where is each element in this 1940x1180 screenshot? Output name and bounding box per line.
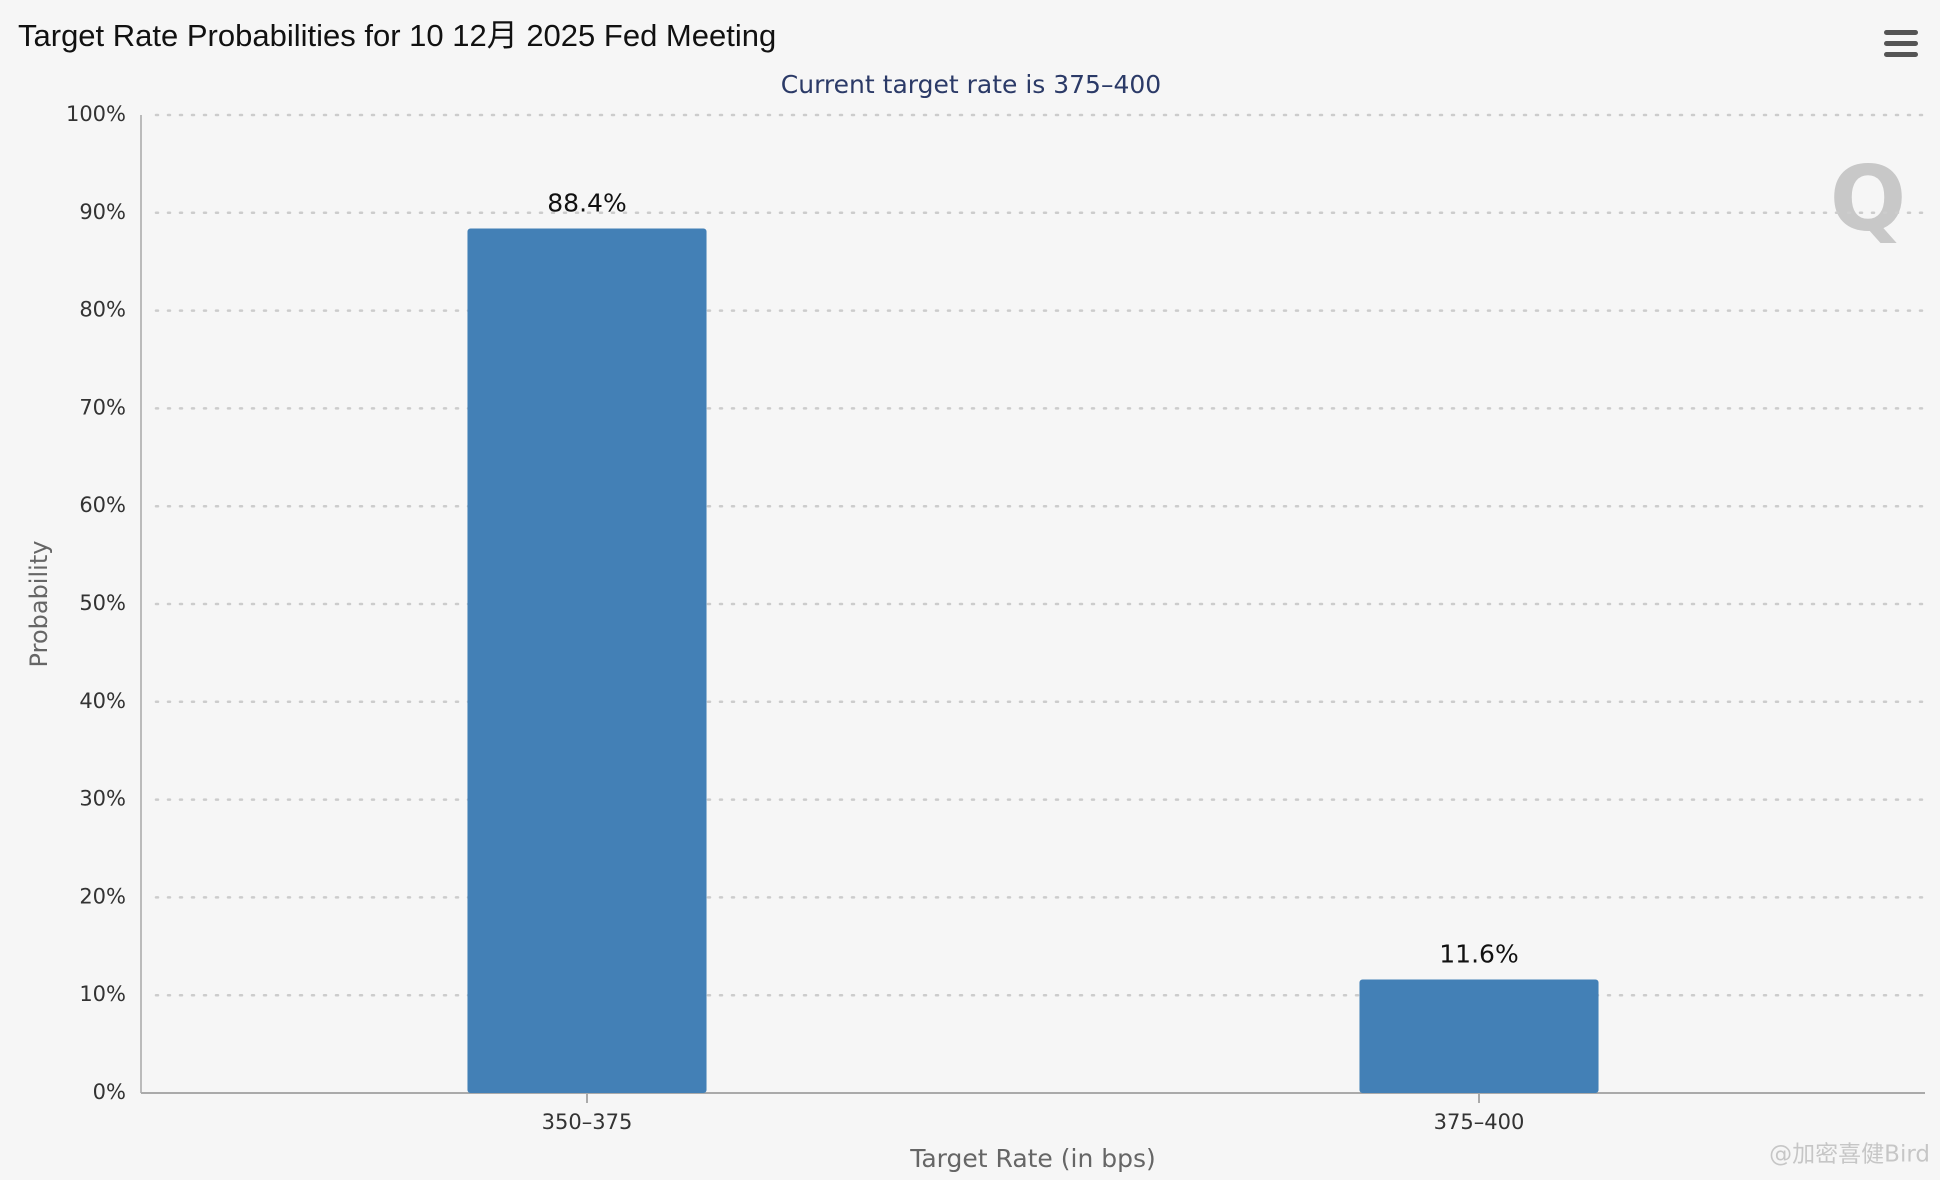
chart-title: Target Rate Probabilities for 10 12月 202… [18, 18, 776, 53]
x-tick-label: 375–400 [1434, 1110, 1525, 1134]
x-axis-label: Target Rate (in bps) [909, 1144, 1156, 1173]
watermark: @加密喜健Bird [1769, 1142, 1930, 1168]
y-tick-label: 70% [79, 395, 126, 419]
menu-line [1884, 41, 1918, 46]
y-tick-label: 40% [79, 689, 126, 713]
y-tick-label: 80% [79, 298, 126, 322]
data-label: 88.4% [547, 188, 626, 217]
y-tick-label: 10% [79, 982, 126, 1006]
y-tick-label: 90% [79, 200, 126, 224]
y-axis-label: Probability [25, 541, 53, 668]
y-tick-label: 30% [79, 787, 126, 811]
menu-line [1884, 30, 1918, 35]
y-tick-label: 50% [79, 591, 126, 615]
menu-button[interactable] [1884, 30, 1918, 57]
y-tick-label: 60% [79, 493, 126, 517]
x-tick-label: 350–375 [542, 1110, 633, 1134]
y-tick-label: 20% [79, 884, 126, 908]
y-tick-label: 0% [93, 1080, 126, 1104]
bar [1359, 979, 1599, 1093]
y-tick-label: 100% [66, 102, 126, 126]
menu-line [1884, 52, 1918, 57]
bar [467, 228, 707, 1093]
chart-subtitle: Current target rate is 375–400 [781, 70, 1161, 99]
data-label: 11.6% [1439, 940, 1518, 969]
logo: Q [1830, 147, 1907, 252]
